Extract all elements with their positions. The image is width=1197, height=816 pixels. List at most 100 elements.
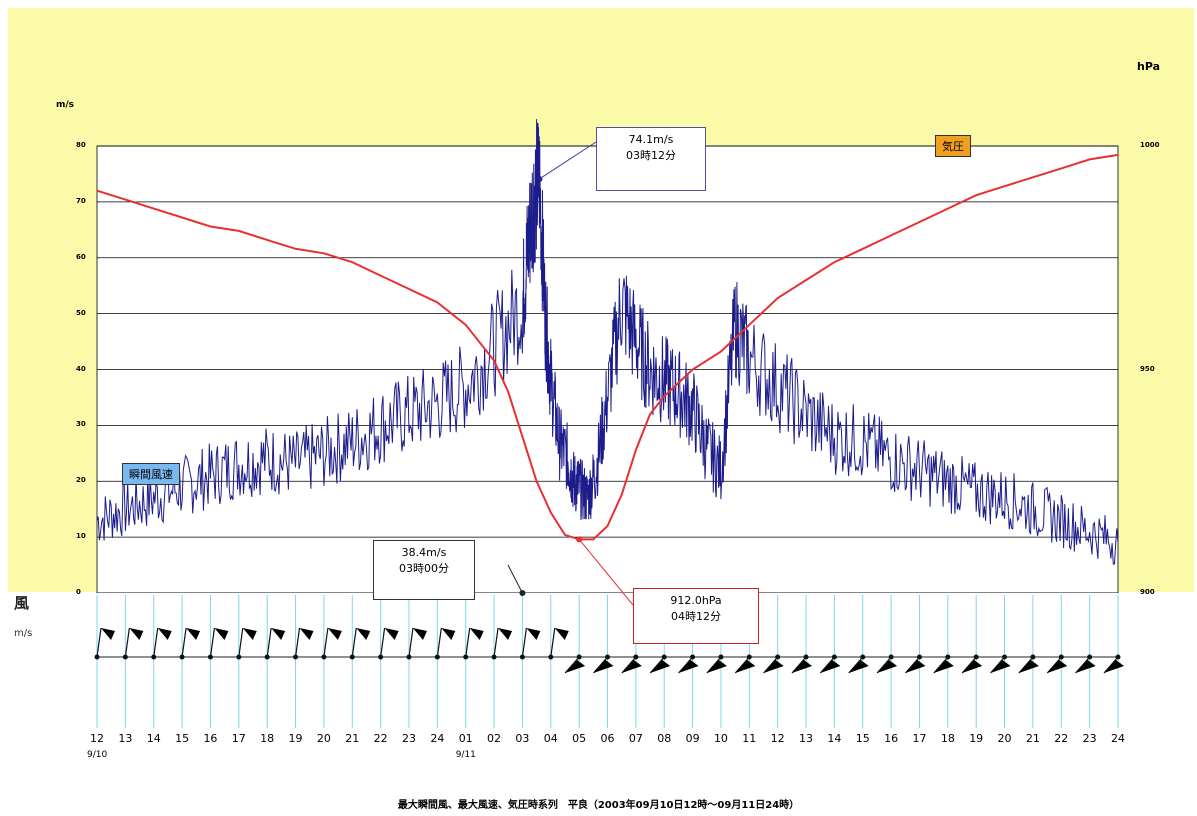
xtick-34: 22 <box>1054 732 1069 745</box>
wind-barb-20 <box>649 656 665 674</box>
wind-barb-9 <box>351 627 357 658</box>
xtick-0: 12 <box>90 732 104 745</box>
left-axis-unit: m/s <box>56 100 75 110</box>
wind-barb-flag-24 <box>763 660 784 673</box>
wind-barb-34 <box>1046 656 1062 674</box>
wind-barb-flag-4 <box>214 628 229 640</box>
wind-barbs <box>94 627 1124 674</box>
xtick-30: 18 <box>940 732 955 745</box>
wind-barb-14 <box>493 627 499 658</box>
xtick-32: 20 <box>997 732 1012 745</box>
ytick-left-4: 40 <box>76 364 86 373</box>
legend-pressure: 気圧 <box>935 135 971 157</box>
wind-barb-flag-0 <box>101 628 115 640</box>
wind-barb-13 <box>465 627 471 658</box>
wind-barb-24 <box>763 656 779 674</box>
wind-barb-8 <box>323 627 329 658</box>
wind-barb-flag-11 <box>412 628 427 640</box>
xtick-5: 17 <box>231 732 246 745</box>
xtick-18: 06 <box>600 732 615 745</box>
peak-gust-value: 74.1m/s <box>628 133 674 146</box>
xtick-33: 21 <box>1025 732 1040 745</box>
min-pressure-time: 04時12分 <box>671 610 721 623</box>
series-gust-line <box>96 119 1119 565</box>
xtick-20: 08 <box>657 732 672 745</box>
wind-barb-33 <box>1018 656 1034 674</box>
ytick-left-8: 80 <box>76 141 86 149</box>
wind-barb-flag-32 <box>990 660 1011 673</box>
wind-barb-flag-8 <box>327 628 342 640</box>
wind-barb-26 <box>819 656 835 674</box>
wind-barb-21 <box>678 656 694 674</box>
xdate-label-0: 9/10 <box>87 750 108 760</box>
wind-barb-3 <box>181 627 187 658</box>
xtick-8: 20 <box>316 732 331 745</box>
wind-barb-flag-16 <box>554 628 569 640</box>
series-pressure-line <box>96 153 1119 541</box>
xtick-31: 19 <box>969 732 984 745</box>
xtick-36: 24 <box>1111 732 1125 745</box>
wind-panel-label: 風 <box>14 594 30 612</box>
wind-barb-0 <box>96 627 102 658</box>
xdate-label-1: 9/11 <box>455 750 476 760</box>
wind-barb-flag-2 <box>157 628 172 640</box>
wind-barb-11 <box>408 627 414 658</box>
wind-barb-17 <box>564 656 580 674</box>
wind-barb-15 <box>521 627 528 658</box>
xtick-28: 16 <box>884 732 899 745</box>
min-pressure-callout: 912.0hPa 04時12分 <box>633 588 759 644</box>
wind-barb-flag-17 <box>565 660 586 673</box>
peak-gust-callout: 74.1m/s 03時12分 <box>596 127 706 191</box>
wind-barb-22 <box>706 656 722 674</box>
max-wind-time: 03時00分 <box>399 562 449 575</box>
wind-barb-1 <box>124 627 130 658</box>
legend-gust: 瞬間風速 <box>122 463 180 485</box>
wind-panel-unit: m/s <box>14 628 33 639</box>
max-wind-value: 38.4m/s <box>401 546 447 559</box>
wind-barb-flag-28 <box>877 660 898 673</box>
wind-barb-flag-29 <box>905 660 926 673</box>
xtick-4: 16 <box>203 732 218 745</box>
wind-barb-flag-30 <box>933 660 954 673</box>
xtick-29: 17 <box>912 732 927 745</box>
xtick-26: 14 <box>827 732 842 745</box>
ytick-left-2: 20 <box>76 476 86 485</box>
wind-barb-flag-35 <box>1075 660 1096 673</box>
ytick-right-2: 1000 <box>1140 141 1160 149</box>
wind-barb-6 <box>266 627 272 658</box>
wind-barb-12 <box>436 627 442 658</box>
xtick-10: 22 <box>373 732 388 745</box>
wind-barb-flag-5 <box>242 628 257 640</box>
ytick-left-3: 30 <box>76 420 86 429</box>
xtick-12: 24 <box>430 732 445 745</box>
wind-barb-16 <box>550 627 556 658</box>
xtick-17: 05 <box>572 732 587 745</box>
peak-gust-time: 03時12分 <box>626 149 676 162</box>
ytick-left-7: 70 <box>76 196 86 205</box>
wind-barb-flag-15 <box>526 628 541 640</box>
wind-barb-flag-18 <box>593 660 614 673</box>
xtick-24: 12 <box>770 732 785 745</box>
wind-barb-30 <box>933 656 949 674</box>
xtick-3: 15 <box>175 732 190 745</box>
wind-barb-flag-26 <box>820 660 841 673</box>
xtick-14: 02 <box>487 732 502 745</box>
wind-barb-5 <box>238 627 244 658</box>
ytick-left-5: 50 <box>76 308 86 317</box>
xtick-9: 21 <box>345 732 360 745</box>
chart-caption: 最大瞬間風、最大風速、気圧時系列 平良（2003年09月10日12時～09月11… <box>397 800 800 811</box>
wind-barb-27 <box>848 656 864 674</box>
wind-barb-flag-25 <box>792 660 813 673</box>
wind-barb-35 <box>1075 656 1091 674</box>
xtick-16: 04 <box>543 732 558 745</box>
wind-barb-flag-20 <box>650 660 671 673</box>
xtick-2: 14 <box>146 732 161 745</box>
xtick-7: 19 <box>288 732 303 745</box>
wind-barb-36 <box>1103 656 1119 674</box>
max-wind-leader <box>507 564 523 594</box>
wind-barb-flag-3 <box>186 628 201 640</box>
xtick-22: 10 <box>713 732 728 745</box>
xtick-13: 01 <box>458 732 473 745</box>
xtick-25: 13 <box>799 732 814 745</box>
